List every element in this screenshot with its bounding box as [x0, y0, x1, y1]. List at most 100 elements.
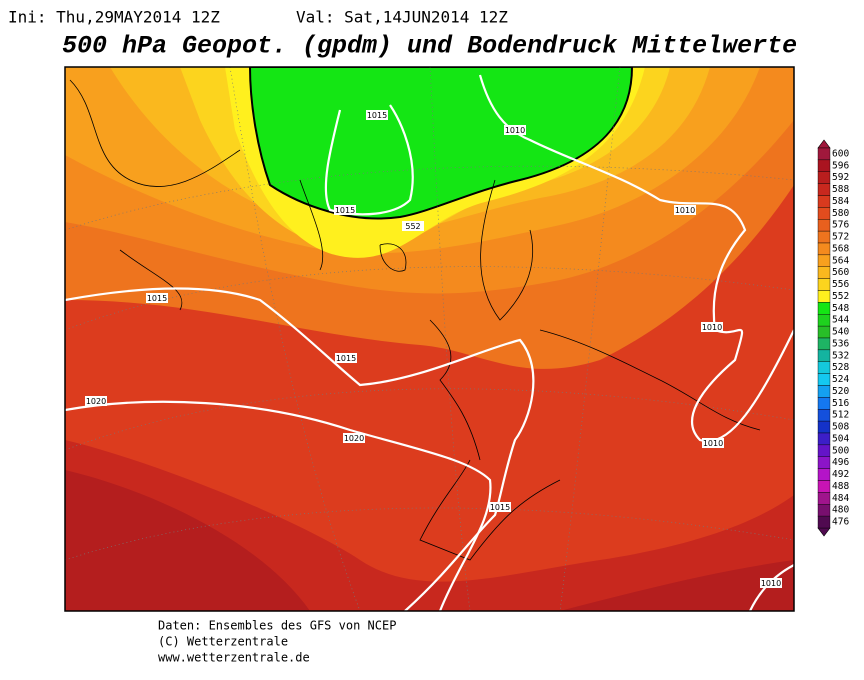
colorbar-arrow	[817, 139, 831, 149]
colorbar-swatch	[817, 290, 831, 303]
contour-label-box	[334, 205, 356, 215]
colorbar-swatch	[817, 325, 831, 339]
colorbar-label: 584	[832, 196, 849, 207]
colorbar-swatch	[817, 159, 831, 172]
colorbar-label: 484	[832, 493, 849, 504]
isobar	[478, 74, 794, 443]
footer-copyright: (C) Wetterzentrale	[158, 635, 288, 649]
contour-label: 552	[405, 222, 420, 231]
map-title: 500 hPa Geopot. (gpdm) und Bodendruck Mi…	[62, 32, 797, 61]
coastline	[69, 79, 761, 561]
colorbar-swatch	[817, 468, 831, 481]
isobar	[324, 104, 414, 216]
contour-label-box	[402, 221, 424, 231]
colorbar-label: 500	[832, 445, 849, 456]
colorbar-label: 596	[832, 160, 849, 171]
colorbar-swatch	[817, 219, 831, 232]
colorbar-label: 508	[832, 422, 849, 433]
contour-label: 1010	[675, 206, 695, 215]
colorbar-label: 492	[832, 469, 849, 480]
colorbar-label: 512	[832, 410, 849, 421]
contour-label: 1010	[761, 579, 781, 588]
colorbar-swatch	[817, 420, 831, 434]
colorbar-label: 564	[832, 255, 849, 266]
contour-label: 1015	[336, 354, 356, 363]
contour-label-box	[343, 433, 365, 443]
colorbar-label: 544	[832, 315, 849, 326]
map	[65, 67, 794, 611]
colorbar-label: 580	[832, 208, 849, 219]
contour-label-box	[701, 322, 723, 332]
isobar	[65, 287, 535, 611]
contour-label: 1015	[490, 503, 510, 512]
contour-label: 1020	[86, 397, 106, 406]
field-band	[248, 67, 634, 220]
contour-label: 1015	[367, 111, 387, 120]
colorbar-label: 560	[832, 267, 849, 278]
colorbar-swatch	[817, 373, 831, 386]
colorbar-swatch	[817, 207, 831, 220]
colorbar-label: 488	[832, 481, 849, 492]
colorbar-arrow	[817, 527, 831, 537]
colorbar-swatch	[817, 195, 831, 208]
colorbar-swatch	[817, 302, 831, 315]
colorbar-swatch	[817, 432, 831, 446]
colorbar-swatch	[817, 147, 831, 161]
contour-label-box	[489, 502, 511, 512]
contour-label-box	[674, 205, 696, 215]
colorbar-swatch	[817, 171, 831, 184]
colorbar-swatch	[817, 504, 831, 517]
colorbar-label: 568	[832, 243, 849, 254]
contour-label-box	[146, 293, 168, 303]
colorbar-swatch	[817, 444, 831, 457]
contour-label: 1020	[344, 434, 364, 443]
colorbar-label: 600	[832, 148, 849, 159]
contour-label: 1015	[335, 206, 355, 215]
contour-label-box	[335, 353, 357, 363]
colorbar-label: 556	[832, 279, 849, 290]
colorbar-label: 476	[832, 517, 849, 528]
contour-label-box	[702, 438, 724, 448]
contour-label-box	[366, 110, 388, 120]
colorbar-label: 536	[832, 338, 849, 349]
colorbar-label: 552	[832, 291, 849, 302]
contour-label: 1010	[505, 126, 525, 135]
colorbar-label: 532	[832, 350, 849, 361]
colorbar-label: 520	[832, 386, 849, 397]
colorbar-label: 496	[832, 457, 849, 468]
colorbar-swatch	[817, 361, 831, 374]
map-frame	[64, 66, 795, 612]
colorbar-swatch	[817, 385, 831, 398]
contour-label-box	[760, 578, 782, 588]
colorbar-label: 576	[832, 220, 849, 231]
colorbar-label: 588	[832, 184, 849, 195]
colorbar-label: 572	[832, 232, 849, 243]
colorbar-swatch	[817, 492, 831, 505]
contour-label: 1010	[702, 323, 722, 332]
colorbar-swatch	[817, 456, 831, 469]
footer-source: Daten: Ensembles des GFS von NCEP	[158, 619, 396, 633]
colorbar-swatch	[817, 349, 831, 362]
contour-label-box	[85, 396, 107, 406]
colorbar-label: 516	[832, 398, 849, 409]
colorbar-swatch	[817, 183, 831, 196]
colorbar-swatch	[817, 409, 831, 422]
contour-label: 1010	[703, 439, 723, 448]
graticule	[65, 67, 794, 611]
colorbar-swatch	[817, 337, 831, 351]
valid-time: Val: Sat,14JUN2014 12Z	[296, 8, 508, 27]
colorbar-swatch	[817, 278, 831, 291]
isobar	[65, 400, 492, 611]
colorbar-swatch	[817, 266, 831, 279]
colorbar-swatch	[817, 314, 831, 327]
colorbar-swatch	[817, 254, 831, 267]
colorbar-swatch	[817, 242, 831, 256]
colorbar-label: 480	[832, 505, 849, 516]
colorbar-swatch	[817, 230, 831, 244]
contour-label: 1015	[147, 294, 167, 303]
colorbar-swatch	[817, 515, 831, 529]
colorbar-label: 528	[832, 362, 849, 373]
colorbar-label: 592	[832, 172, 849, 183]
